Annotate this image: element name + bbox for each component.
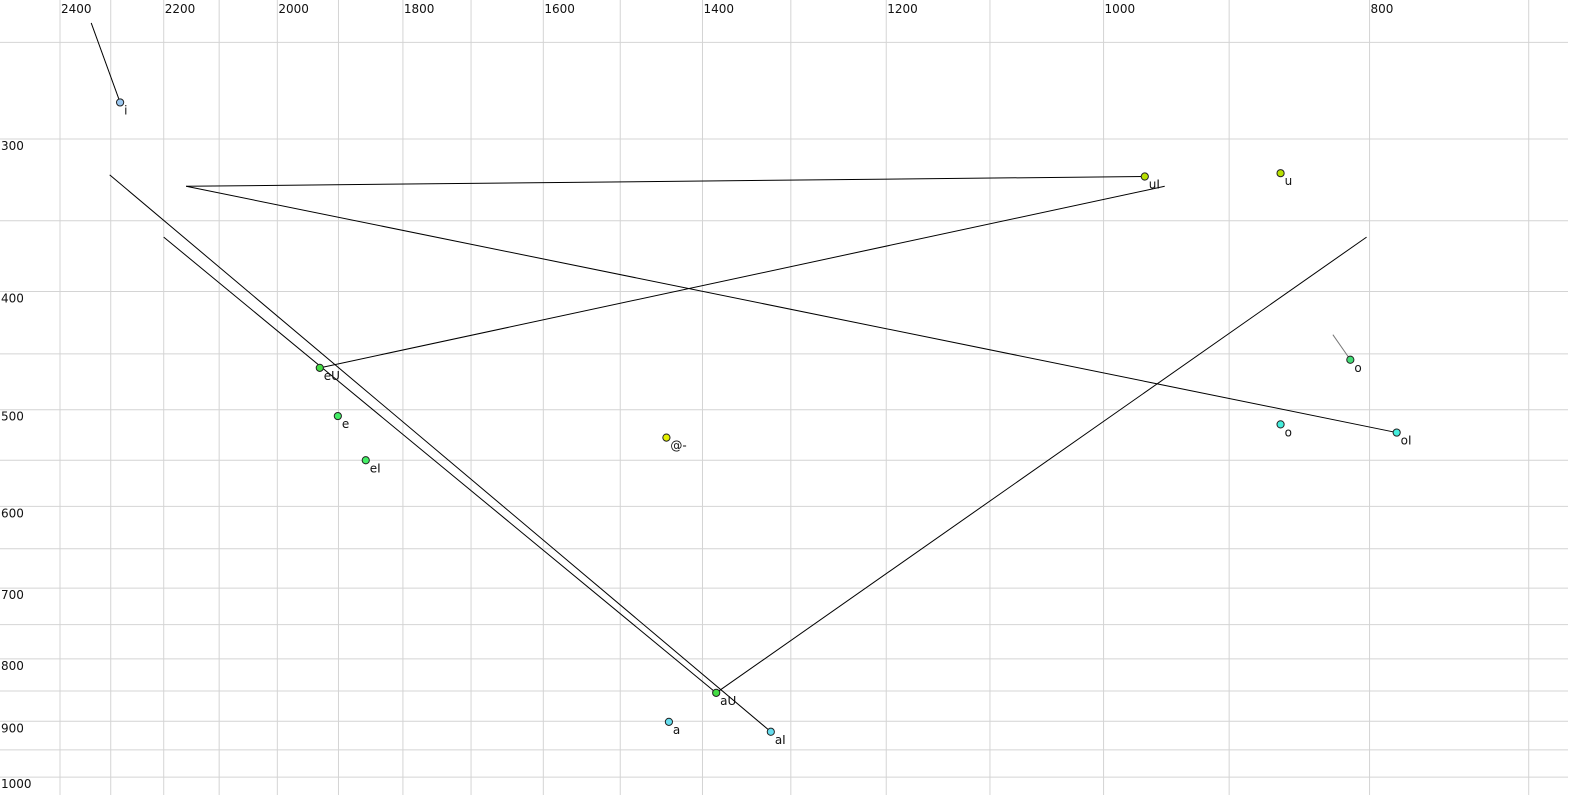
vowel-point: [115, 98, 125, 107]
vowel-label: u: [1285, 174, 1293, 188]
x-tick-label: 1400: [703, 2, 734, 16]
x-tick-label: 800: [1371, 2, 1394, 16]
vowel-label: eU: [324, 369, 340, 383]
vowel-label: o: [1285, 425, 1292, 439]
x-tick-label: 1200: [887, 2, 918, 16]
trajectory-line: [319, 185, 1165, 369]
vowel-point: [1346, 355, 1355, 364]
vowel-label: e: [342, 417, 349, 431]
data-points: i uI u eU e eI @- o o oI aU a aI: [115, 98, 1412, 747]
x-tick-label: 2400: [61, 2, 92, 16]
y-axis-ticks: 300 400 500 600 700 800 900 1000: [1, 139, 32, 791]
y-tick-label: 600: [1, 506, 24, 520]
y-tick-label: 900: [1, 721, 24, 735]
trajectory-line: [1332, 334, 1351, 361]
vowel-label: uI: [1149, 178, 1160, 192]
y-tick-label: 400: [1, 291, 24, 305]
y-tick-label: 800: [1, 659, 24, 673]
vowel-point: [1276, 169, 1285, 178]
trajectories: [90, 22, 1397, 733]
y-tick-label: 700: [1, 588, 24, 602]
vowel-label: o: [1354, 361, 1361, 375]
vowel-label: oI: [1401, 434, 1412, 448]
vowel-label: eI: [370, 461, 381, 475]
y-tick-label: 300: [1, 139, 24, 153]
vowel-point: [1392, 428, 1401, 437]
vowel-point: [315, 363, 324, 372]
vowel-point: [1140, 172, 1149, 181]
vowel-point: [664, 717, 674, 726]
x-tick-label: 1000: [1105, 2, 1136, 16]
vowel-point: [712, 688, 721, 697]
vowel-label: aU: [720, 694, 736, 708]
vowel-point: [333, 411, 342, 421]
trajectory-line: [715, 236, 1367, 694]
vowel-label: @-: [670, 439, 686, 453]
vowel-point: [766, 727, 775, 736]
y-tick-label: 500: [1, 410, 24, 424]
x-tick-label: 1800: [404, 2, 435, 16]
vowel-label: aI: [775, 733, 786, 747]
trajectory-line: [186, 185, 1397, 434]
trajectory-line: [109, 174, 772, 733]
vowel-label: a: [673, 723, 680, 737]
vowel-point: [361, 456, 370, 465]
vowel-point: [662, 433, 671, 442]
x-axis-ticks: 2400 2200 2000 1800 1600 1400 1200 1000 800: [61, 2, 1393, 16]
y-tick-label: 1000: [1, 777, 32, 791]
trajectory-line: [90, 22, 121, 103]
vowel-point: [1276, 420, 1285, 429]
trajectory-line: [163, 236, 717, 694]
x-tick-label: 1600: [544, 2, 575, 16]
x-tick-label: 2200: [165, 2, 196, 16]
vowel-label: i: [124, 103, 127, 117]
trajectory-line: [186, 176, 1145, 187]
x-tick-label: 2000: [278, 2, 309, 16]
